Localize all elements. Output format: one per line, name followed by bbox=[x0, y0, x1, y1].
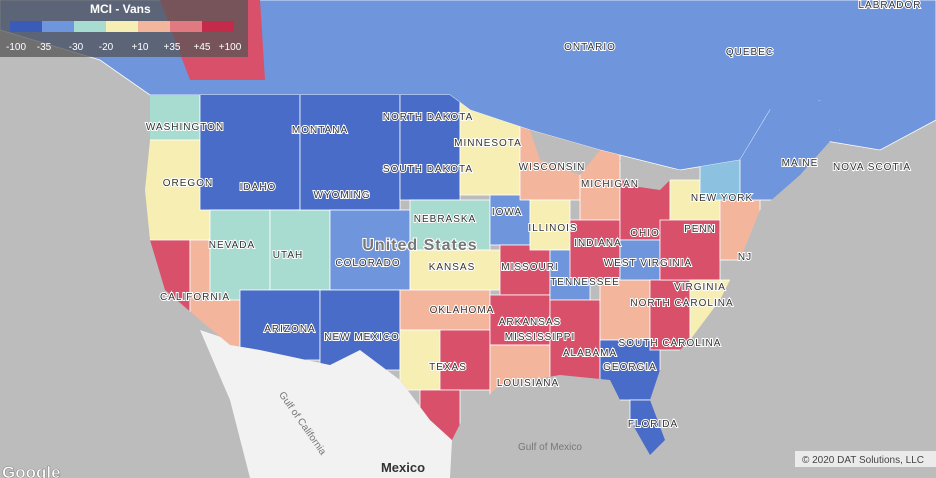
map-label: ALABAMA bbox=[563, 348, 617, 359]
map-label: NORTH CAROLINA bbox=[630, 298, 733, 309]
legend: MCI - Vans -100 -35 -30 -20 +10 +35 +45 … bbox=[0, 0, 248, 57]
mexico bbox=[200, 330, 452, 478]
attribution-bg bbox=[795, 451, 936, 467]
map-label: KANSAS bbox=[429, 262, 476, 273]
map-label: MONTANA bbox=[292, 125, 348, 136]
map-label: WEST VIRGINIA bbox=[604, 258, 692, 269]
country-label: Mexico bbox=[381, 460, 425, 475]
map-label: INDIANA bbox=[574, 238, 622, 249]
water-label: Gulf of Mexico bbox=[518, 442, 582, 453]
legend-label: +100 bbox=[219, 42, 242, 53]
attribution: © 2020 DAT Solutions, LLC bbox=[802, 455, 924, 466]
map-label: ARIZONA bbox=[264, 324, 315, 335]
map-label: FLORIDA bbox=[628, 419, 678, 430]
map-label: NEBRASKA bbox=[414, 214, 476, 225]
map-label: ILLINOIS bbox=[528, 223, 577, 234]
legend-swatch bbox=[170, 21, 202, 32]
map-label: OKLAHOMA bbox=[430, 305, 495, 316]
map-label: COLORADO bbox=[335, 258, 400, 269]
map-label: TEXAS bbox=[429, 362, 467, 373]
map-label: MISSISSIPPI bbox=[505, 332, 575, 343]
map-label: WISCONSIN bbox=[519, 162, 586, 173]
map-label: NEW MEXICO bbox=[324, 332, 400, 343]
map-label: PENN bbox=[684, 224, 716, 235]
legend-title: MCI - Vans bbox=[90, 2, 151, 16]
legend-label: -30 bbox=[69, 42, 84, 53]
map-label: WYOMING bbox=[314, 190, 371, 201]
legend-label: -35 bbox=[37, 42, 52, 53]
legend-label: +45 bbox=[194, 42, 211, 53]
map-label: VIRGINIA bbox=[674, 282, 726, 293]
map-label: United States bbox=[362, 237, 477, 254]
map-label: NORTH DAKOTA bbox=[383, 112, 474, 123]
map-label: MICHIGAN bbox=[581, 179, 639, 190]
map-label: UTAH bbox=[273, 250, 303, 261]
legend-label: +35 bbox=[164, 42, 181, 53]
map-label: ONTARIO bbox=[564, 42, 616, 53]
map-label: NOVA SCOTIA bbox=[833, 162, 911, 173]
legend-label: -20 bbox=[99, 42, 114, 53]
map-label: MAINE bbox=[782, 158, 819, 169]
map-label: NEVADA bbox=[209, 240, 255, 251]
map-label: LOUISIANA bbox=[497, 378, 559, 389]
great-lakes bbox=[530, 130, 680, 190]
map-label: SOUTH CAROLINA bbox=[619, 338, 722, 349]
legend-swatch bbox=[138, 21, 170, 32]
map-label: OHIO bbox=[630, 228, 660, 239]
map-label: NJ bbox=[738, 252, 752, 263]
legend-swatch bbox=[10, 21, 42, 32]
map-label: TENNESSEE bbox=[550, 277, 620, 288]
legend-swatch bbox=[42, 21, 74, 32]
map-labels: ONTARIO QUEBEC LABRADOR WASHINGTON MONTA… bbox=[145, 0, 922, 475]
map-label: QUEBEC bbox=[726, 47, 774, 58]
map-label: OREGON bbox=[163, 178, 213, 189]
map-label: NEW YORK bbox=[691, 193, 753, 204]
legend-label: +10 bbox=[132, 42, 149, 53]
logo: Google bbox=[2, 463, 61, 478]
legend-swatch bbox=[202, 21, 234, 32]
map-label: IOWA bbox=[492, 207, 522, 218]
map-label: SOUTH DAKOTA bbox=[383, 164, 473, 175]
legend-label: -100 bbox=[6, 42, 26, 53]
legend-swatch bbox=[106, 21, 138, 32]
map-label: CALIFORNIA bbox=[160, 292, 230, 303]
map-label: LABRADOR bbox=[858, 0, 921, 11]
map-label: ARKANSAS bbox=[499, 317, 561, 328]
map-label: WASHINGTON bbox=[146, 122, 224, 133]
map-label: MISSOURI bbox=[501, 262, 558, 273]
legend-swatch bbox=[74, 21, 106, 32]
map-label: MINNESOTA bbox=[454, 138, 522, 149]
map-label: GEORGIA bbox=[603, 362, 657, 373]
map-label: IDAHO bbox=[240, 182, 277, 193]
